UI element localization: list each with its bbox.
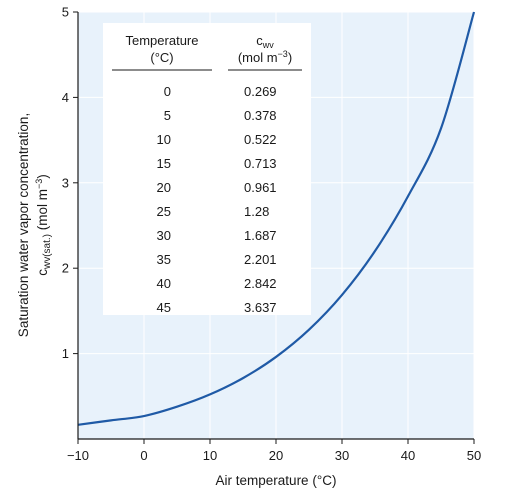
x-tick-label: 10 bbox=[203, 448, 217, 463]
y-tick-label: 4 bbox=[62, 90, 69, 105]
y-tick-label: 2 bbox=[62, 261, 69, 276]
table-cell-cwv: 1.28 bbox=[244, 204, 269, 219]
y-tick-label: 1 bbox=[62, 346, 69, 361]
table-header-unit-sup: −3 bbox=[278, 49, 288, 59]
table-cell-temperature: 35 bbox=[157, 252, 171, 267]
table-header-cwv: cwv bbox=[256, 33, 274, 50]
table-cell-temperature: 25 bbox=[157, 204, 171, 219]
x-axis-label: Air temperature (°C) bbox=[216, 473, 337, 488]
x-tick-label: 40 bbox=[401, 448, 415, 463]
table-cell-cwv: 2.201 bbox=[244, 252, 277, 267]
y-axis-label: Saturation water vapor concentration, cw… bbox=[16, 113, 53, 337]
table-header-temperature: Temperature bbox=[126, 33, 199, 48]
table-cell-cwv: 1.687 bbox=[244, 228, 277, 243]
table-rows: 0 0.269 5 0.378 10 0.522 15 0.713 20 0.961 25 1.28 3… bbox=[157, 84, 277, 315]
y-axis-label-unit-pre: (mol m bbox=[35, 189, 50, 234]
y-axis-label-unit-post: ) bbox=[35, 174, 50, 179]
y-axis-label-sub: wv(sat.) bbox=[42, 234, 53, 270]
y-tick-label: 3 bbox=[62, 175, 69, 190]
table-cell-temperature: 15 bbox=[157, 156, 171, 171]
table-cell-cwv: 2.842 bbox=[244, 276, 277, 291]
y-axis-label-line2: cwv(sat.) (mol m−3) bbox=[34, 174, 53, 276]
y-axis-label-line1: Saturation water vapor concentration, bbox=[16, 113, 31, 337]
table-cell-cwv: 0.961 bbox=[244, 180, 277, 195]
y-axis-label-var: c bbox=[35, 269, 50, 276]
x-tick-label: 50 bbox=[467, 448, 481, 463]
table-header-cwv-var: c bbox=[256, 33, 263, 48]
data-table: Temperature (°C) cwv (mol m−3) 0 0.269 5 0.… bbox=[103, 23, 311, 315]
table-cell-temperature: 20 bbox=[157, 180, 171, 195]
y-axis-label-unit-sup: −3 bbox=[34, 179, 44, 189]
table-cell-temperature: 0 bbox=[164, 84, 171, 99]
table-header-cwv-unit: (mol m−3) bbox=[238, 49, 292, 65]
x-tick-label: 20 bbox=[269, 448, 283, 463]
saturation-curve bbox=[77, 11, 476, 426]
table-cell-cwv: 0.522 bbox=[244, 132, 277, 147]
table-cell-cwv: 0.269 bbox=[244, 84, 277, 99]
y-tick-label: 5 bbox=[62, 5, 69, 20]
table-header-cwv-sub: wv bbox=[262, 40, 274, 50]
table-cell-cwv: 3.637 bbox=[244, 300, 277, 315]
table-cell-temperature: 10 bbox=[157, 132, 171, 147]
x-axis: −10 0 10 20 30 40 50 bbox=[67, 438, 481, 463]
table-cell-cwv: 0.713 bbox=[244, 156, 277, 171]
x-tick-label: 30 bbox=[335, 448, 349, 463]
table-cell-cwv: 0.378 bbox=[244, 108, 277, 123]
table-header-unit-post: ) bbox=[288, 50, 292, 65]
table-cell-temperature: 5 bbox=[164, 108, 171, 123]
y-axis: 1 2 3 4 5 bbox=[62, 5, 79, 439]
table-header-unit-pre: (mol m bbox=[238, 50, 278, 65]
table-cell-temperature: 45 bbox=[157, 300, 171, 315]
table-header-temperature-unit: (°C) bbox=[150, 50, 173, 65]
table-cell-temperature: 30 bbox=[157, 228, 171, 243]
x-tick-label: −10 bbox=[67, 448, 89, 463]
x-tick-label: 0 bbox=[140, 448, 147, 463]
table-cell-temperature: 40 bbox=[157, 276, 171, 291]
table-background bbox=[103, 23, 311, 315]
